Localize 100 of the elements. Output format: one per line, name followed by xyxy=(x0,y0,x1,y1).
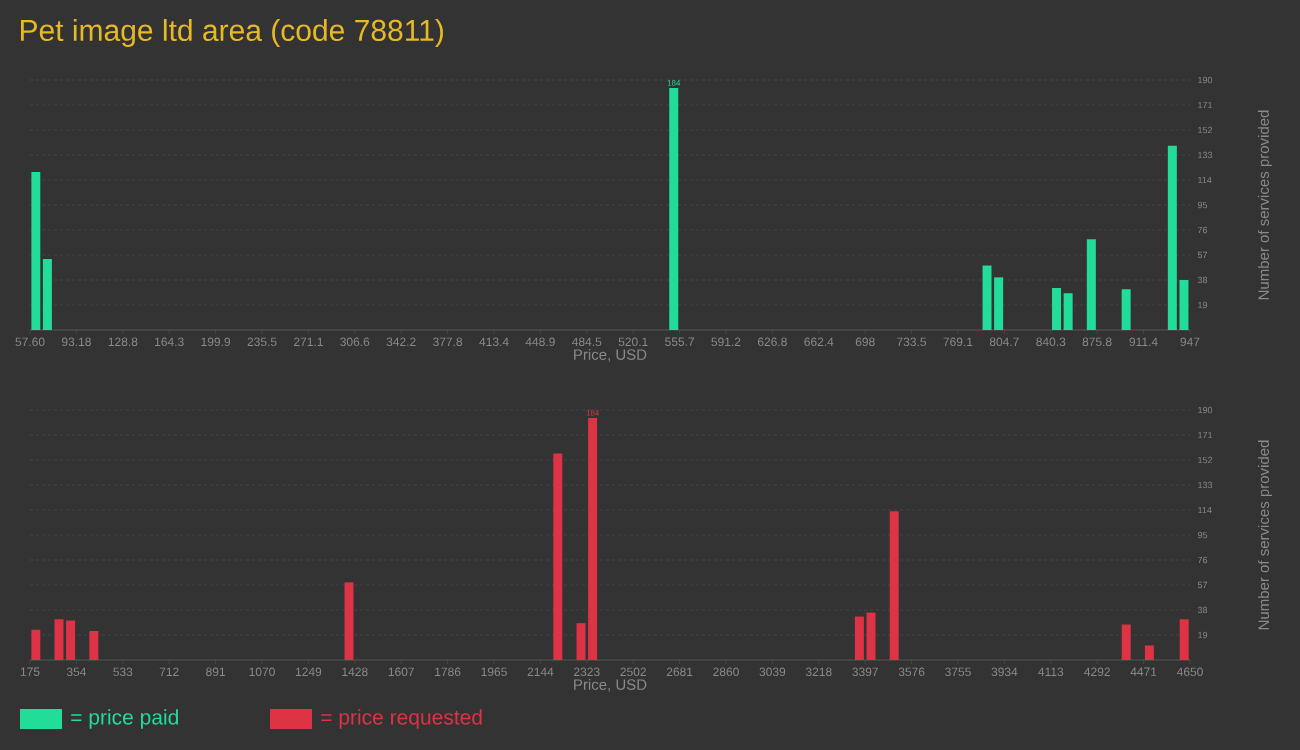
bar xyxy=(54,619,64,661)
x-tick-label: 875.8 xyxy=(1082,337,1112,347)
y-axis-title: Number of services provided xyxy=(1257,110,1272,300)
x-tick-label: 175 xyxy=(20,667,40,676)
y-tick-label: 114 xyxy=(1198,176,1212,184)
x-tick-label: 342.2 xyxy=(386,337,416,347)
legend-label: = price paid xyxy=(71,709,178,729)
bar xyxy=(344,582,354,661)
bar xyxy=(866,612,876,661)
y-tick-label: 19 xyxy=(1198,631,1208,639)
x-tick-label: 271.1 xyxy=(294,337,323,346)
y-tick-label: 57 xyxy=(1197,251,1208,259)
x-tick-label: 3039 xyxy=(759,667,786,677)
x-tick-label: 555.7 xyxy=(665,337,695,346)
x-tick-label: 57.60 xyxy=(15,337,45,347)
x-tick-label: 3397 xyxy=(852,667,878,677)
y-tick-label: 171 xyxy=(1198,431,1213,439)
x-tick-label: 128.8 xyxy=(108,337,138,347)
y-tick-label: 95 xyxy=(1197,531,1208,539)
y-tick-label: 171 xyxy=(1198,101,1213,109)
y-tick-label: 95 xyxy=(1197,201,1208,209)
y-tick-label: 76 xyxy=(1197,226,1208,234)
x-tick-label: 698 xyxy=(855,337,875,347)
x-tick-label: 891 xyxy=(206,667,226,677)
x-tick-label: 947 xyxy=(1180,337,1200,347)
bar xyxy=(1052,287,1062,331)
x-tick-label: 1070 xyxy=(249,667,275,677)
bar xyxy=(982,265,992,331)
x-tick-label: 164.3 xyxy=(155,337,184,347)
x-tick-label: 591.2 xyxy=(711,337,741,347)
x-tick-label: 4292 xyxy=(1084,667,1110,677)
bar xyxy=(669,87,679,331)
y-tick-label: 57 xyxy=(1197,581,1208,589)
x-tick-label: 235.5 xyxy=(247,337,277,347)
x-tick-label: 2681 xyxy=(666,667,693,677)
x-tick-label: 2860 xyxy=(713,667,739,677)
bar xyxy=(576,623,586,661)
x-axis-title: Price, USD xyxy=(574,678,647,692)
x-tick-label: 712 xyxy=(159,667,179,676)
x-tick-label: 662.4 xyxy=(804,337,834,347)
x-axis-title: Price, USD xyxy=(574,348,647,362)
x-tick-label: 306.6 xyxy=(340,337,370,347)
x-tick-label: 2144 xyxy=(527,667,554,676)
x-tick-label: 1249 xyxy=(295,667,322,677)
x-tick-label: 354 xyxy=(66,667,87,677)
bar xyxy=(994,277,1004,331)
y-tick-label: 19 xyxy=(1198,301,1208,309)
x-tick-label: 733.5 xyxy=(897,337,926,347)
x-tick-label: 1607 xyxy=(388,667,414,677)
x-tick-label: 520.1 xyxy=(618,337,648,347)
bar xyxy=(1063,293,1073,331)
y-tick-label: 76 xyxy=(1198,556,1208,564)
y-tick-label: 133 xyxy=(1198,151,1213,159)
bar xyxy=(1121,624,1131,661)
chart-title: Pet image ltd area (code 78811) xyxy=(21,19,443,47)
x-tick-label: 769.1 xyxy=(943,337,973,347)
x-tick-label: 1428 xyxy=(342,667,368,677)
x-tick-label: 3576 xyxy=(898,667,925,677)
y-tick-label: 152 xyxy=(1198,126,1213,134)
x-tick-label: 93.18 xyxy=(61,337,91,347)
bar xyxy=(553,453,563,661)
x-tick-label: 533 xyxy=(113,667,133,677)
x-tick-label: 1965 xyxy=(481,667,507,677)
y-tick-label: 38 xyxy=(1197,606,1208,614)
x-tick-label: 4471 xyxy=(1130,667,1157,676)
bar xyxy=(1121,289,1131,331)
x-tick-label: 413.4 xyxy=(479,337,509,347)
x-tick-label: 4650 xyxy=(1176,667,1203,677)
x-tick-label: 626.8 xyxy=(757,337,787,347)
bar xyxy=(89,631,99,661)
bar xyxy=(588,417,598,661)
x-tick-label: 448.9 xyxy=(525,337,555,347)
x-tick-label: 3934 xyxy=(991,667,1018,677)
y-tick-label: 190 xyxy=(1198,406,1213,414)
x-tick-label: 3755 xyxy=(945,667,971,677)
y-tick-label: 38 xyxy=(1197,276,1208,284)
y-tick-label: 133 xyxy=(1198,481,1213,489)
x-tick-label: 2323 xyxy=(574,667,600,677)
legend-label: = price requested xyxy=(321,709,482,729)
x-tick-label: 484.5 xyxy=(572,337,602,347)
bar xyxy=(66,620,76,661)
x-tick-label: 199.9 xyxy=(201,337,231,347)
x-tick-label: 840.3 xyxy=(1036,337,1066,347)
data-label: 184 xyxy=(586,410,600,416)
bar xyxy=(1179,619,1189,661)
bar xyxy=(1167,145,1177,331)
y-tick-label: 114 xyxy=(1198,506,1212,514)
x-tick-label: 2502 xyxy=(620,667,646,677)
x-tick-label: 3218 xyxy=(805,667,832,677)
bar xyxy=(42,258,52,331)
x-tick-label: 377.8 xyxy=(433,337,463,347)
bar xyxy=(1144,645,1154,661)
y-tick-label: 190 xyxy=(1198,76,1213,84)
data-label: 184 xyxy=(667,80,681,86)
y-axis-title: Number of services provided xyxy=(1258,440,1272,630)
x-tick-label: 4113 xyxy=(1038,667,1064,677)
bar xyxy=(1086,239,1096,331)
x-tick-label: 911.4 xyxy=(1129,337,1158,347)
bar xyxy=(1179,280,1189,331)
x-tick-label: 1786 xyxy=(435,667,461,677)
